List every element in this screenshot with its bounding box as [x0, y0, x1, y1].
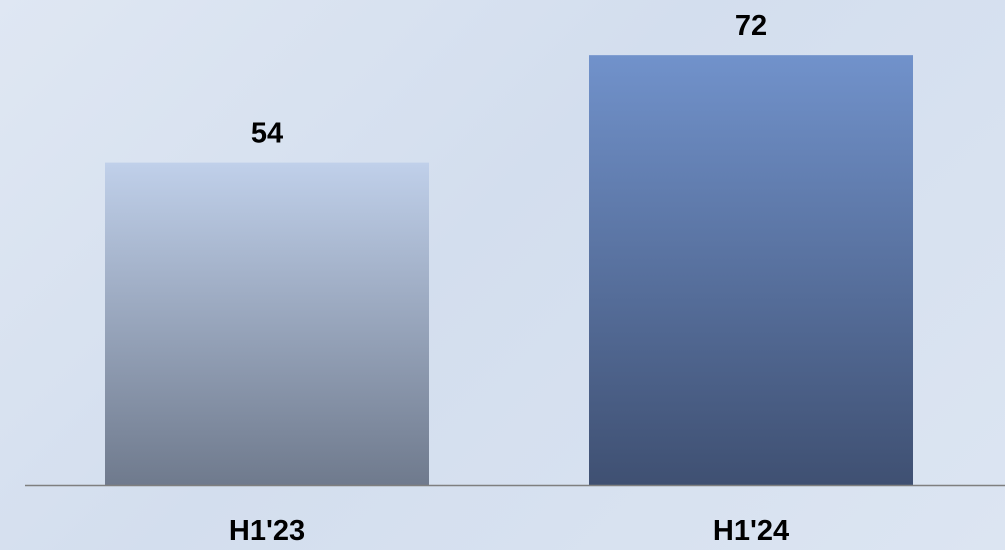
bar-h1-23: [105, 162, 429, 485]
x-tick-label-h1-24: H1'24: [713, 515, 789, 547]
value-label-h1-24: 72: [735, 10, 767, 42]
bar-h1-24: [589, 55, 913, 485]
value-label-h1-23: 54: [251, 118, 283, 150]
x-tick-label-h1-23: H1'23: [229, 515, 305, 547]
bars-group: [105, 55, 913, 485]
